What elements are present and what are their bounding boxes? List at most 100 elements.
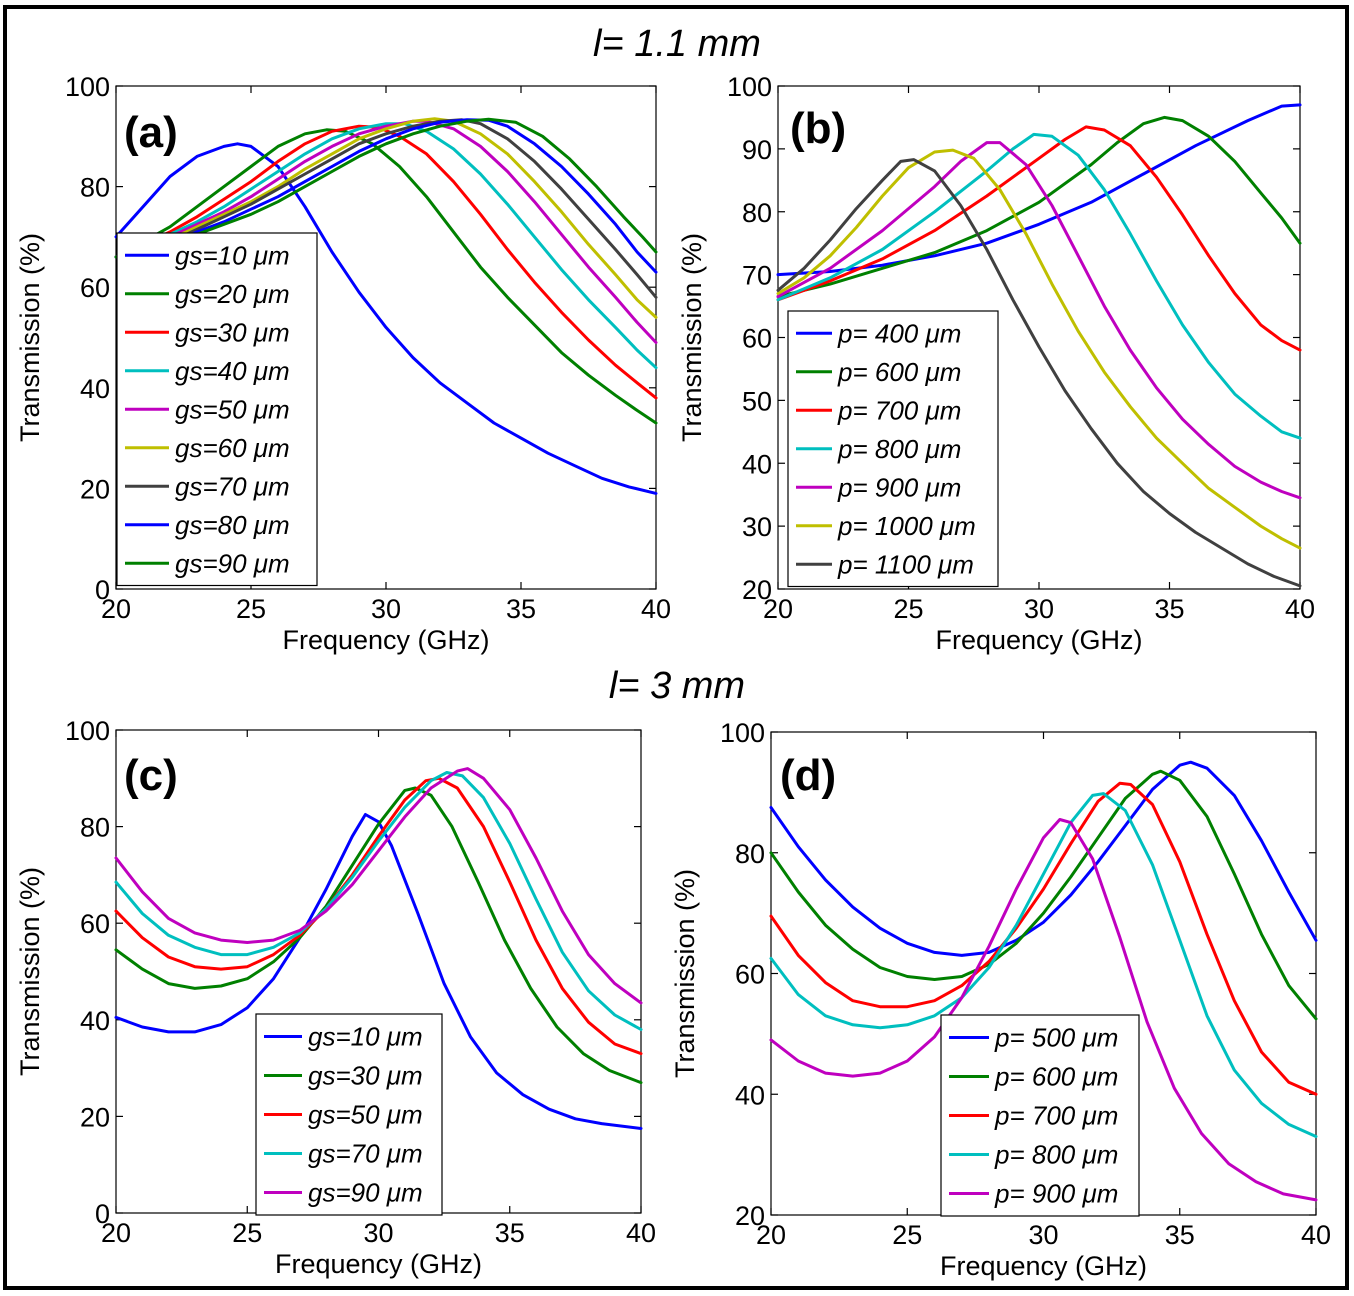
figure-border <box>3 5 1349 1290</box>
series-line-3 <box>114 776 643 1056</box>
legend-entry: gs=30 μm <box>175 317 290 347</box>
legend-entry: gs=10 μm <box>175 240 290 270</box>
series-line-2 <box>114 786 643 1085</box>
legend-entry: p= 700 μm <box>837 395 961 425</box>
x-tick-label: 20 <box>756 1220 786 1250</box>
x-tick-label: 30 <box>1024 594 1054 624</box>
y-tick-label: 100 <box>65 716 110 746</box>
x-tick-label: 30 <box>1028 1220 1058 1250</box>
legend-entry: gs=50 μm <box>308 1100 423 1130</box>
series-line-9 <box>114 117 658 259</box>
x-tick-label: 40 <box>626 1218 656 1248</box>
legend-entry: p= 900 μm <box>837 472 961 502</box>
legend-entry: p= 700 μm <box>994 1101 1118 1131</box>
y-axis-label: Transmission (%) <box>677 233 707 442</box>
panel-label: (d) <box>780 751 836 800</box>
y-tick-label: 40 <box>80 1006 110 1036</box>
y-axis-label: Transmission (%) <box>15 867 45 1076</box>
legend-entry: p= 600 μm <box>994 1062 1118 1092</box>
y-tick-label: 40 <box>80 374 110 404</box>
y-tick-label: 40 <box>735 1080 765 1110</box>
y-tick-label: 0 <box>95 575 110 605</box>
legend-entry: gs=20 μm <box>175 279 290 309</box>
series-line-5 <box>769 818 1318 1202</box>
y-tick-label: 100 <box>65 72 110 102</box>
y-tick-label: 20 <box>80 474 110 504</box>
y-tick-label: 90 <box>742 135 772 165</box>
y-tick-label: 80 <box>80 173 110 203</box>
series-line-3 <box>769 781 1318 1096</box>
x-tick-label: 25 <box>892 1220 922 1250</box>
y-tick-label: 0 <box>95 1199 110 1229</box>
y-tick-label: 100 <box>727 72 772 102</box>
series-line-5 <box>114 767 643 1005</box>
legend-entry: gs=70 μm <box>175 471 290 501</box>
legend-entry: p= 500 μm <box>994 1023 1118 1053</box>
x-tick-label: 20 <box>101 1218 131 1248</box>
y-tick-label: 20 <box>742 575 772 605</box>
legend-entry: gs=50 μm <box>175 394 290 424</box>
series-line-2 <box>769 769 1318 1021</box>
x-tick-label: 30 <box>371 594 401 624</box>
legend: gs=10 μm gs=30 μm gs=50 μm gs=70 μm gs=90 μm <box>255 1013 443 1216</box>
series-line-6 <box>114 117 658 319</box>
legend-entry: gs=70 μm <box>308 1139 423 1169</box>
series-line-4 <box>769 792 1318 1138</box>
chart-b: 20 25 30 35 40 20 30 40 50 60 70 80 90 100 Frequency (… <box>677 72 1315 655</box>
x-tick-label: 35 <box>1154 594 1184 624</box>
x-axis-label: Frequency (GHz) <box>940 1251 1147 1281</box>
series-line-1 <box>114 813 643 1130</box>
panel-label: (c) <box>124 751 178 800</box>
y-axis-label: Transmission (%) <box>670 869 700 1078</box>
series-line-6 <box>776 148 1302 550</box>
y-tick-label: 20 <box>80 1102 110 1132</box>
y-tick-label: 80 <box>742 198 772 228</box>
x-axis-label: Frequency (GHz) <box>935 625 1142 655</box>
y-tick-label: 50 <box>742 386 772 416</box>
series-line-5 <box>776 141 1302 500</box>
legend-entry: p= 600 μm <box>837 357 961 387</box>
y-tick-label: 40 <box>742 449 772 479</box>
x-tick-label: 40 <box>1301 1220 1331 1250</box>
x-tick-label: 40 <box>1285 594 1315 624</box>
series-line-7 <box>114 118 658 299</box>
x-tick-label: 30 <box>363 1218 393 1248</box>
legend-entry: gs=40 μm <box>175 356 290 386</box>
x-tick-label: 35 <box>506 594 536 624</box>
legend-entry: p= 800 μm <box>837 434 961 464</box>
legend: p= 400 μm p= 600 μm p= 700 μm p= 800 μm p= 9… <box>787 310 999 588</box>
series-line-7 <box>776 158 1302 588</box>
x-tick-label: 25 <box>236 594 266 624</box>
series-line-1 <box>769 760 1318 957</box>
x-tick-label: 20 <box>101 594 131 624</box>
panel-label: (a) <box>124 108 178 157</box>
series-line-4 <box>776 132 1302 440</box>
legend-entry: gs=30 μm <box>308 1061 423 1091</box>
series-line-1 <box>776 103 1302 277</box>
legend-entry: gs=80 μm <box>175 510 290 540</box>
section-title-bottom: l= 3 mm <box>609 665 745 707</box>
legend-entry: p= 1100 μm <box>837 549 974 579</box>
series-line-2 <box>114 128 658 425</box>
y-tick-label: 80 <box>735 839 765 869</box>
y-tick-label: 60 <box>735 960 765 990</box>
x-tick-label: 25 <box>232 1218 262 1248</box>
x-tick-label: 40 <box>641 594 671 624</box>
legend-entry: p= 900 μm <box>994 1179 1118 1209</box>
legend-entry: gs=60 μm <box>175 433 290 463</box>
x-tick-label: 35 <box>495 1218 525 1248</box>
legend: p= 500 μm p= 600 μm p= 700 μm p= 800 μm p= 9… <box>940 1014 1140 1217</box>
y-tick-label: 80 <box>80 813 110 843</box>
chart-d: 20 25 30 35 40 20 40 60 80 100 Frequency (GHz) Tran… <box>670 718 1331 1281</box>
y-tick-label: 60 <box>742 324 772 354</box>
x-tick-label: 20 <box>763 594 793 624</box>
series-line-2 <box>776 115 1302 299</box>
legend-entry: p= 1000 μm <box>837 511 976 541</box>
legend-entry: gs=90 μm <box>308 1178 423 1208</box>
x-tick-label: 25 <box>893 594 923 624</box>
series-line-8 <box>114 118 658 274</box>
x-axis-label: Frequency (GHz) <box>275 1249 482 1279</box>
